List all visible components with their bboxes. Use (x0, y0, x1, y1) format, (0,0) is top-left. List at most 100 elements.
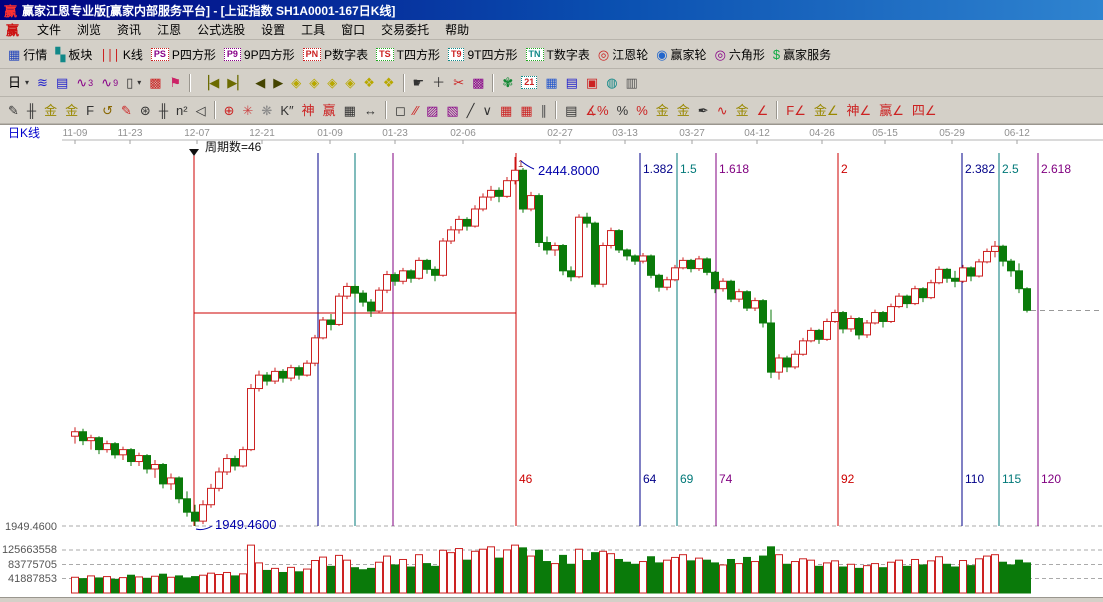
half-angle-tool[interactable]: ∠ (753, 102, 773, 119)
diamond-vexpand-button[interactable]: ❖ (359, 74, 379, 91)
shen-angle-tool[interactable]: 神∠ (843, 102, 876, 119)
spiderweb-tool[interactable]: ❋ (257, 102, 276, 119)
kline-button[interactable]: ∣∣∣ K线 (96, 45, 147, 64)
red-grid2-tool[interactable]: ▦ (516, 102, 536, 119)
spiral-tool[interactable]: ↺ (98, 102, 117, 119)
flag-icon[interactable]: ⚑ (166, 74, 186, 91)
menu-item-formula-pick[interactable]: 公式选股 (197, 23, 246, 37)
k-prime-tool[interactable]: K″ (276, 102, 297, 119)
last-page-button[interactable]: ▶▏ (223, 74, 251, 91)
p-square-button[interactable]: PS P四方形 (147, 45, 220, 64)
percent-line-tool[interactable]: % (632, 102, 652, 119)
measure-list-tool[interactable]: ▤ (561, 102, 581, 119)
shen-grid-tool[interactable]: 神 (298, 102, 319, 119)
menu-item-browse[interactable]: 浏览 (77, 23, 102, 37)
erase-tool[interactable]: ✂ (449, 74, 468, 91)
pattern-red-icon[interactable]: ▩ (145, 74, 165, 91)
t-number-table-button[interactable]: TN T数字表 (522, 45, 594, 64)
candle-style-select[interactable]: ▯ ▾ (122, 74, 145, 91)
crosshair-tool[interactable]: ＋ (428, 74, 449, 91)
win-grid-tool[interactable]: 赢 (319, 102, 340, 119)
9t-square-button[interactable]: T9 9T四方形 (444, 45, 522, 64)
wave-channel-tool[interactable]: ∿ (713, 102, 732, 119)
winner-service-button[interactable]: $ 赢家服务 (769, 45, 835, 64)
menu-item-window[interactable]: 窗口 (341, 23, 366, 37)
n-square-tool[interactable]: n² (172, 102, 192, 119)
menu-item-gann[interactable]: 江恩 (157, 23, 182, 37)
ink-tool[interactable]: ✒ (694, 102, 713, 119)
gold-angle-tool[interactable]: 金∠ (810, 102, 843, 119)
hand-tool[interactable]: ☛ (409, 74, 429, 91)
gold-grid2-tool[interactable]: 金 (61, 102, 82, 119)
menu-item-tools[interactable]: 工具 (301, 23, 326, 37)
parallel-lines-tool[interactable]: ∥ (537, 102, 552, 119)
brain-icon[interactable]: ✾ (498, 74, 517, 91)
info-panel-icon[interactable]: ▤ (52, 74, 72, 91)
menu-item-help[interactable]: 帮助 (445, 23, 470, 37)
menu-item-trade[interactable]: 交易委托 (381, 23, 430, 37)
starburst-tool[interactable]: ✳ (239, 102, 258, 119)
candle-style-select-dropdown-arrow[interactable]: ▾ (137, 78, 142, 87)
volume-bar-down (623, 561, 631, 594)
red-grid-tool[interactable]: ▦ (496, 102, 516, 119)
hexagon-button[interactable]: ◎ 六角形 (711, 45, 769, 64)
red-pencil-tool[interactable]: ✎ (117, 102, 136, 119)
t-square-button[interactable]: TS T四方形 (372, 45, 444, 64)
box-pattern2-tool[interactable]: ▧ (442, 102, 462, 119)
prev-page-button[interactable]: ◀ (251, 74, 269, 91)
gann-circle-tool[interactable]: ⊛ (136, 102, 155, 119)
chart9-icon[interactable]: ∿ 9 (97, 74, 122, 91)
calculator-icon[interactable]: ▦ (541, 74, 561, 91)
percent-slope-tool[interactable]: ∡% (581, 102, 612, 119)
win-angle-tool[interactable]: 赢∠ (875, 102, 908, 119)
n-square-tool-icon: n² (176, 102, 188, 118)
trend-line-tool[interactable]: ╱ (463, 102, 479, 119)
gold-grid-tool[interactable]: 金 (40, 102, 61, 119)
diamond-shrink-button[interactable]: ◈ (341, 74, 359, 91)
gold-hline-tool[interactable]: 金 (673, 102, 694, 119)
speed-rays-tool[interactable]: ∕∕ (410, 102, 422, 119)
next-page-button[interactable]: ▶ (269, 74, 287, 91)
save-icon[interactable]: ▣ (582, 74, 602, 91)
trend-wave-icon[interactable]: ≋ (33, 74, 52, 91)
gold-channel-tool[interactable]: 金 (732, 102, 753, 119)
menu-item-file[interactable]: 文件 (37, 23, 62, 37)
zigzag-tool[interactable]: ∨ (479, 102, 497, 119)
gann-shape-tool[interactable]: ▩ (468, 74, 488, 91)
angle-flag-tool[interactable]: ◁ (192, 102, 210, 119)
period-day-select[interactable]: 日 ▾ (4, 74, 33, 91)
width-arrows-tool[interactable]: ↔ (360, 102, 381, 119)
percent-tool[interactable]: % (613, 102, 633, 119)
sectors-button[interactable]: ▚ 板块 (51, 45, 96, 64)
calendar-icon[interactable]: 21 (517, 75, 541, 90)
quotes-button[interactable]: ▦ 行情 (4, 45, 51, 64)
f-grid-tool[interactable]: F (82, 102, 98, 119)
diamond-vshrink-button[interactable]: ❖ (379, 74, 399, 91)
period-day-select-dropdown-arrow[interactable]: ▾ (25, 78, 30, 87)
web-update-icon[interactable]: ◍ (602, 74, 621, 91)
gann-wheel-button[interactable]: ◎ 江恩轮 (594, 45, 652, 64)
gold-circle-tool[interactable]: 金 (652, 102, 673, 119)
f-angle-tool[interactable]: F∠ (782, 102, 810, 119)
target-tool[interactable]: ⊕ (220, 102, 239, 119)
menu-item-settings[interactable]: 设置 (261, 23, 286, 37)
grid-comb-tool[interactable]: ╫ (23, 102, 40, 119)
diamond-expand-button[interactable]: ◈ (323, 74, 341, 91)
four-angle-tool[interactable]: 四∠ (908, 102, 941, 119)
notes-icon[interactable]: ▤ (562, 74, 582, 91)
pencil-tool[interactable]: ✎ (4, 102, 23, 119)
number-grid-tool[interactable]: ▦ (340, 102, 360, 119)
9p-square-button[interactable]: P9 9P四方形 (220, 45, 299, 64)
comb2-tool[interactable]: ╫ (155, 102, 172, 119)
print-icon[interactable]: ▥ (622, 74, 642, 91)
winner-wheel-button[interactable]: ◉ 赢家轮 (652, 45, 710, 64)
menu-item-news[interactable]: 资讯 (117, 23, 142, 37)
kline-chart-canvas[interactable]: 11-09 11-23 12-07 12-21 01-09 01-23 02-06 02-27… (0, 125, 1103, 597)
chart3-icon[interactable]: ∿ 3 (72, 74, 97, 91)
box-pattern-tool[interactable]: ▨ (422, 102, 442, 119)
diamond-right-button[interactable]: ◈ (305, 74, 323, 91)
diamond-left-button[interactable]: ◈ (287, 74, 305, 91)
box-tool[interactable]: ◻ (391, 102, 410, 119)
p-number-table-button[interactable]: PN P数字表 (299, 45, 373, 64)
first-page-button[interactable]: ▕◀ (195, 74, 223, 91)
